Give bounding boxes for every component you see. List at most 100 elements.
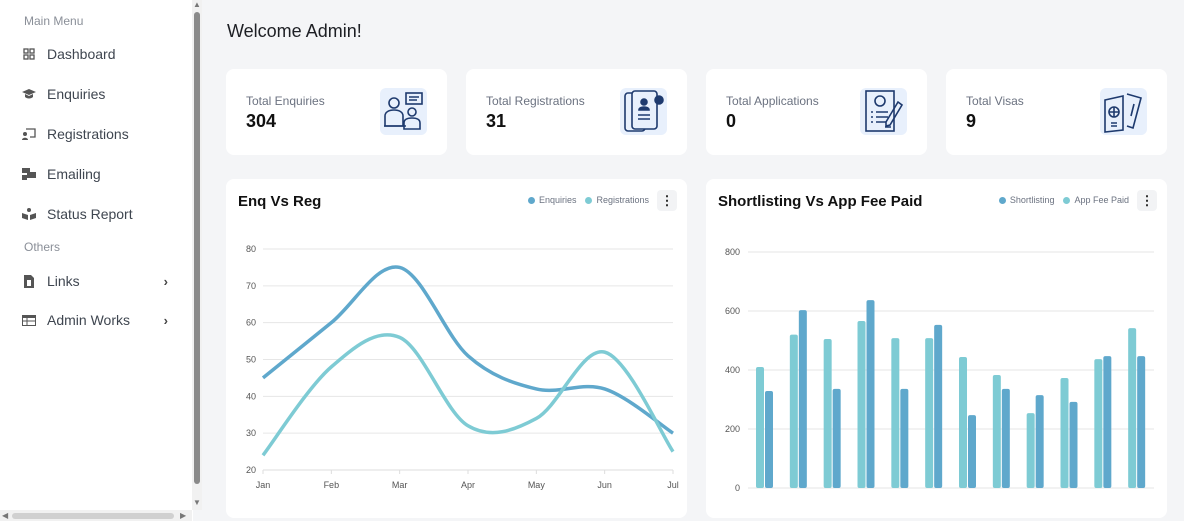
sidebar-item-emailing[interactable]: Emailing [22, 162, 172, 186]
scrollbar-thumb[interactable] [194, 12, 200, 484]
scroll-right-arrow-icon[interactable]: ▶ [180, 511, 187, 520]
chalkboard-user-icon [22, 127, 36, 141]
sidebar-item-enquiries[interactable]: Enquiries [22, 82, 172, 106]
chart-card-enq-vs-reg: Enq Vs Reg Enquiries Registrations ⋮ 20 3… [226, 179, 687, 518]
bar-shortlisting [934, 324, 943, 488]
grid-icon [22, 47, 36, 61]
stat-card-visas: Total Visas 9 [946, 69, 1167, 155]
bar-shortlisting [832, 388, 841, 488]
chart-legend: Enquiries Registrations [527, 195, 649, 205]
graduation-cap-icon [22, 87, 36, 101]
sidebar-item-registrations[interactable]: Registrations [22, 122, 172, 146]
bar-app-fee-paid [857, 321, 866, 488]
bar-app-fee-paid [756, 367, 764, 488]
chevron-right-icon: › [163, 273, 168, 289]
sidebar: Main Menu Dashboard Enquiries Registrati… [0, 0, 193, 521]
sidebar-item-label: Links [47, 273, 80, 289]
scrollbar-thumb[interactable] [12, 513, 174, 519]
sidebar-horizontal-scrollbar[interactable]: ◀ ▶ [0, 510, 192, 521]
sidebar-item-label: Registrations [47, 126, 129, 142]
section-main-menu: Main Menu [24, 14, 84, 28]
series-line-registrations [261, 333, 675, 457]
legend-dot [527, 196, 535, 204]
scroll-left-arrow-icon[interactable]: ◀ [2, 511, 9, 520]
bar-app-fee-paid [891, 338, 900, 488]
sidebar-item-label: Emailing [47, 166, 101, 182]
x-tick-label: Mar [392, 480, 408, 490]
bar-app-fee-paid [1128, 328, 1137, 488]
sidebar-item-status-report[interactable]: Status Report [22, 202, 172, 226]
chart-title: Enq Vs Reg [238, 193, 322, 210]
bar-shortlisting [1001, 388, 1010, 488]
legend-dot [585, 196, 593, 204]
bar-app-fee-paid [925, 338, 934, 488]
section-others: Others [24, 240, 61, 254]
stat-value: 304 [246, 111, 277, 131]
bar-app-fee-paid [823, 339, 832, 488]
bar-shortlisting [866, 300, 875, 488]
bar-shortlisting [1035, 395, 1044, 488]
x-tick-label: Feb [324, 480, 340, 490]
x-tick-label: May [528, 480, 546, 490]
bar-app-fee-paid [1026, 413, 1035, 488]
x-tick-label: Jul [667, 480, 679, 490]
x-tick-label: Jun [597, 480, 612, 490]
book-reader-icon [22, 207, 36, 221]
y-tick-label: 70 [246, 281, 256, 291]
chart-legend: Shortlisting App Fee Paid [998, 195, 1129, 205]
legend-registrations[interactable]: Registrations [596, 195, 649, 205]
line-chart: 20 30 40 50 60 70 80 Jan Feb Mar Apr May Jun Jul [246, 244, 679, 490]
y-tick-label: 30 [246, 428, 256, 438]
sidebar-item-label: Enquiries [47, 86, 106, 102]
bar-shortlisting [900, 388, 909, 488]
passport-icon [1100, 88, 1147, 135]
y-tick-label: 20 [246, 465, 256, 475]
sidebar-item-label: Dashboard [47, 46, 116, 62]
legend-dot [998, 196, 1006, 204]
scroll-down-arrow-icon[interactable]: ▼ [193, 498, 201, 507]
stat-label: Total Visas [966, 94, 1024, 108]
bar-shortlisting [1103, 356, 1112, 488]
sidebar-item-label: Status Report [47, 206, 133, 222]
x-tick-label: Apr [461, 480, 475, 490]
chevron-right-icon: › [163, 312, 168, 328]
bar-shortlisting [798, 310, 807, 488]
bar-app-fee-paid [959, 357, 967, 488]
sidebar-item-links[interactable]: Links › [22, 269, 172, 293]
scroll-up-arrow-icon[interactable]: ▲ [193, 0, 201, 9]
sidebar-item-dashboard[interactable]: Dashboard [22, 42, 172, 66]
y-tick-label: 80 [246, 244, 256, 254]
stat-card-enquiries: Total Enquiries 304 [226, 69, 447, 155]
sidebar-item-admin-works[interactable]: Admin Works › [22, 308, 172, 332]
page-title: Welcome Admin! [227, 21, 362, 41]
application-form-icon [860, 88, 907, 135]
y-tick-label: 60 [246, 318, 256, 328]
y-tick-label: 50 [246, 355, 256, 365]
bar-shortlisting [765, 390, 773, 488]
y-tick-label: 600 [725, 306, 740, 316]
chart-menu-button[interactable]: ⋮ [657, 190, 677, 211]
stat-label: Total Applications [726, 94, 819, 108]
y-tick-label: 40 [246, 391, 256, 401]
bar-shortlisting [1137, 356, 1146, 488]
legend-dot [1063, 196, 1071, 204]
x-tick-label: Jan [256, 480, 271, 490]
bar-shortlisting [1069, 401, 1078, 488]
bar-app-fee-paid [1094, 359, 1103, 488]
y-tick-label: 200 [725, 424, 740, 434]
bar-app-fee-paid [992, 375, 1001, 488]
legend-app-fee-paid[interactable]: App Fee Paid [1074, 195, 1129, 205]
table-icon [22, 313, 36, 327]
y-tick-label: 400 [725, 365, 740, 375]
stat-value: 9 [966, 111, 977, 131]
bar-app-fee-paid [789, 334, 798, 488]
stat-label: Total Enquiries [246, 94, 325, 108]
sidebar-vertical-scrollbar[interactable]: ▲ ▼ [192, 0, 202, 510]
chart-card-shortlisting-vs-app-fee: Shortlisting Vs App Fee Paid Shortlistin… [706, 179, 1167, 518]
stat-value: 31 [486, 111, 507, 131]
legend-shortlisting[interactable]: Shortlisting [1009, 195, 1055, 205]
chart-menu-button[interactable]: ⋮ [1137, 190, 1157, 211]
legend-enquiries[interactable]: Enquiries [538, 195, 577, 205]
sidebar-item-label: Admin Works [47, 312, 130, 328]
mail-bulk-icon [22, 167, 36, 181]
